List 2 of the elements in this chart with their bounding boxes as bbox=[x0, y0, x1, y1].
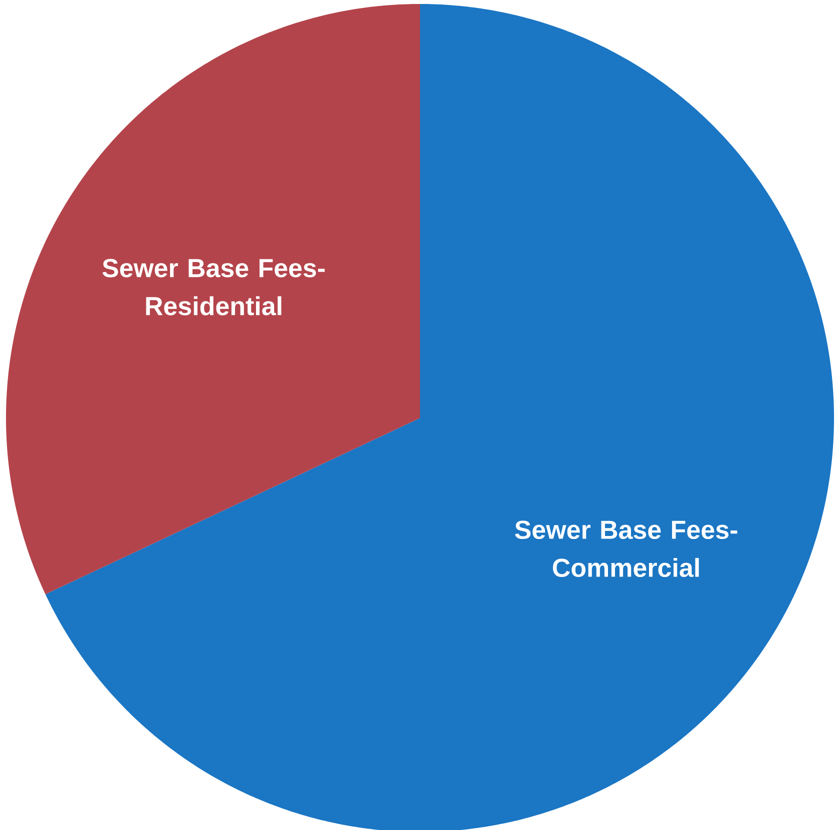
slice-label: Sewer Base Fees-Residential bbox=[102, 258, 325, 316]
slice-label: Sewer Base Fees-Commercial bbox=[515, 520, 738, 578]
